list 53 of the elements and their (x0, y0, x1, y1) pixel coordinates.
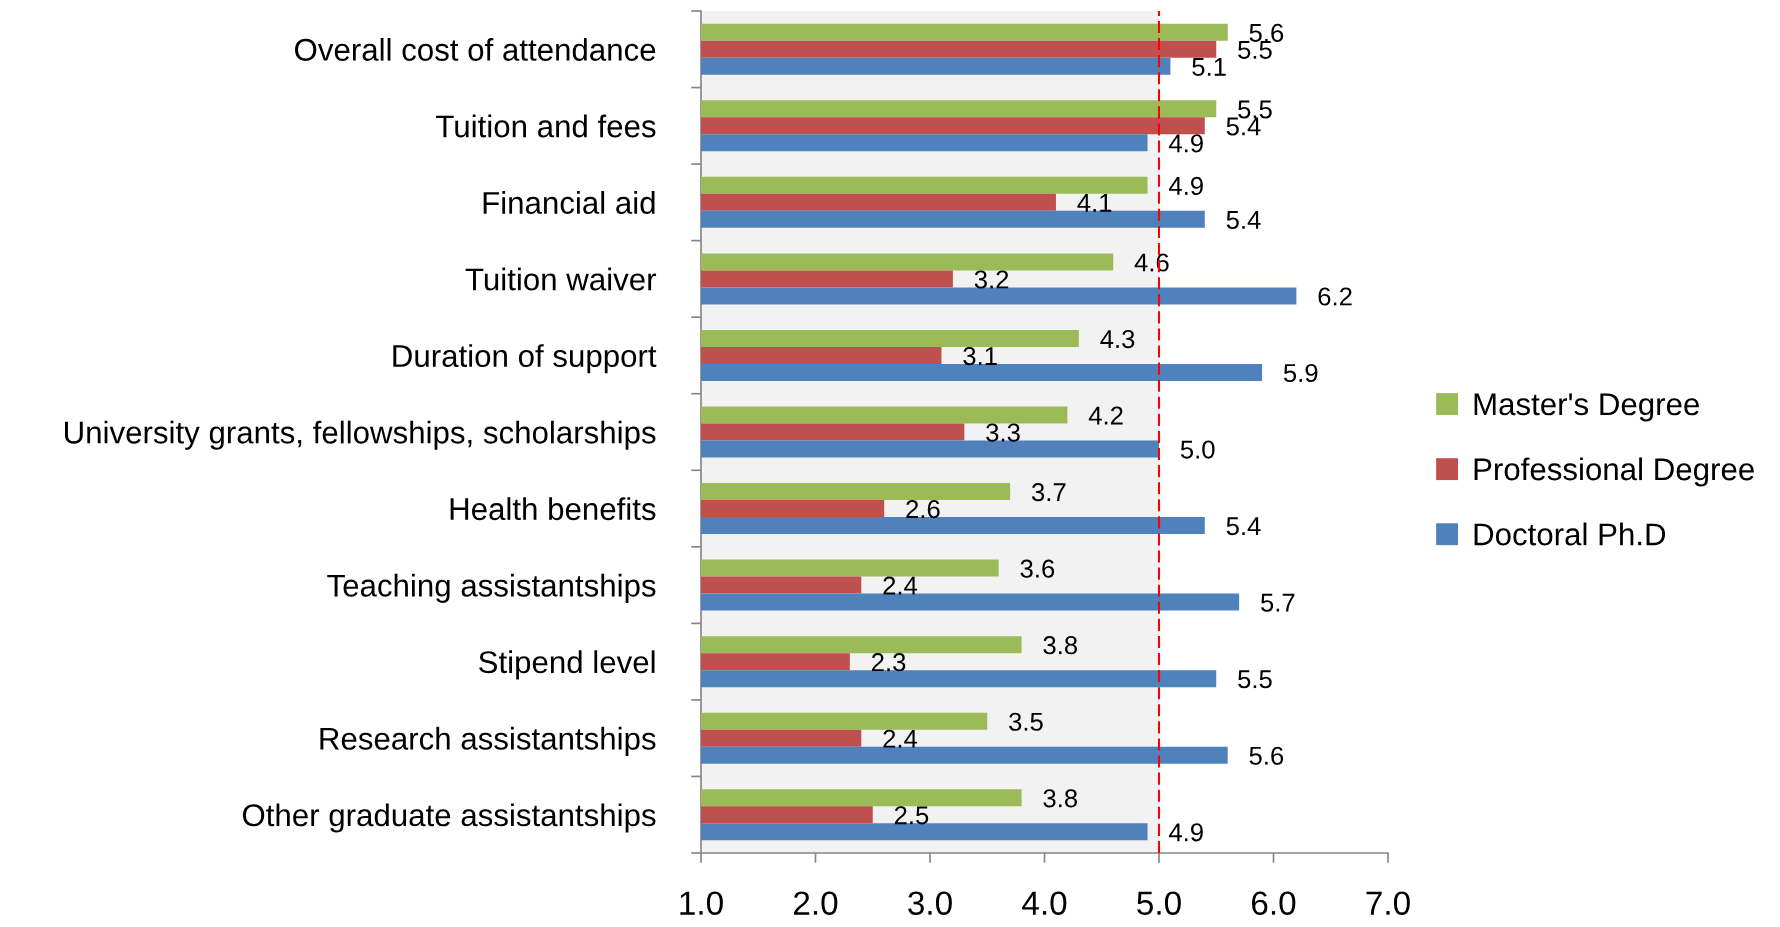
data-label: 2.3 (871, 653, 906, 672)
data-label: 3.1 (963, 346, 997, 366)
data-label: 5.9 (1283, 363, 1318, 383)
x-tick-label: 3.0 (908, 891, 952, 915)
data-label: 3.6 (1020, 559, 1055, 578)
data-label: 4.9 (1168, 134, 1203, 153)
x-tick-label: 2.0 (794, 891, 838, 915)
data-label: 3.2 (974, 270, 1009, 289)
data-label: 5.4 (1226, 517, 1261, 536)
data-label: 5.6 (1249, 746, 1284, 765)
data-label: 3.5 (1009, 712, 1043, 731)
y-tick-label: Tuition waiver (465, 267, 657, 291)
y-tick-label: Tuition and fees (436, 114, 656, 138)
data-label: 2.6 (906, 500, 940, 519)
data-label: 3.8 (1043, 789, 1078, 808)
data-label: 5.5 (1238, 41, 1272, 59)
data-label: 5.4 (1226, 117, 1261, 136)
y-tick-label: Stipend level (479, 650, 655, 680)
data-label: 5.5 (1238, 670, 1272, 689)
data-label: 5.4 (1226, 211, 1261, 230)
x-tick-label: 4.0 (1022, 891, 1067, 915)
legend-label: Doctoral Ph.D (1474, 522, 1666, 546)
data-label: 5.5 (1238, 100, 1272, 119)
x-tick-label: 6.0 (1252, 891, 1296, 915)
data-label: 4.9 (1168, 176, 1203, 196)
x-tick-label: 1.0 (680, 891, 723, 915)
data-label: 6.2 (1318, 287, 1352, 306)
data-label: 2.5 (894, 806, 929, 825)
y-tick-label: Other graduate assistantships (242, 803, 656, 833)
data-label: 3.8 (1043, 636, 1078, 655)
y-tick-label: Health benefits (450, 497, 656, 521)
data-label: 4.2 (1088, 406, 1123, 425)
y-tick-label: University grants, fellowships, scholarships (65, 420, 656, 450)
data-label: 2.4 (883, 576, 918, 595)
y-tick-label: Financial aid (483, 191, 655, 214)
legend-label: Professional Degree (1474, 457, 1754, 487)
y-tick-label: Overall cost of attendance (295, 37, 656, 61)
data-label: 5.6 (1249, 23, 1284, 42)
x-tick-label: 5.0 (1137, 891, 1181, 915)
y-tick-label: Duration of support (393, 344, 657, 374)
y-tick-label: Research assistantships (320, 726, 656, 756)
legend-label: Master's Degree (1474, 393, 1699, 422)
data-label: 2.4 (883, 729, 918, 748)
x-tick-label: 7.0 (1366, 891, 1410, 915)
data-label: 4.9 (1168, 823, 1203, 842)
data-label: 5.0 (1180, 440, 1215, 459)
data-label: 3.7 (1031, 483, 1066, 502)
data-label: 4.3 (1100, 329, 1135, 349)
data-label: 3.3 (986, 423, 1020, 442)
data-label: 5.7 (1261, 593, 1295, 612)
y-tick-label: Teaching assistantships (327, 573, 656, 603)
data-label: 5.1 (1192, 58, 1226, 76)
data-label: 4.1 (1077, 194, 1112, 212)
